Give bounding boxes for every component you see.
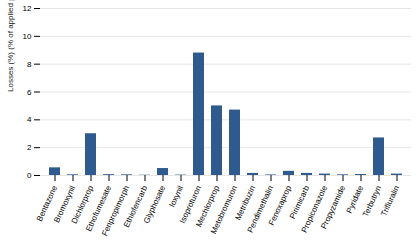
svg-text:Fenpropimorph: Fenpropimorph	[100, 184, 131, 237]
svg-text:Dichlorprop: Dichlorprop	[69, 184, 96, 226]
svg-text:Losses (%) (% of applied pesti: Losses (%) (% of applied pesticide)	[6, 0, 15, 92]
svg-text:Bromoxynil: Bromoxynil	[52, 184, 78, 224]
svg-text:Glyphosate: Glyphosate	[142, 184, 167, 225]
svg-text:4: 4	[27, 115, 32, 124]
svg-text:Mechlorprop: Mechlorprop	[194, 184, 222, 229]
svg-text:Propyzamide: Propyzamide	[319, 184, 347, 231]
svg-text:0: 0	[27, 171, 32, 180]
svg-text:2: 2	[27, 143, 32, 152]
svg-text:8: 8	[27, 60, 32, 69]
svg-text:Isoproturon: Isoproturon	[177, 184, 204, 225]
svg-text:Metribuzin: Metribuzin	[233, 184, 258, 222]
svg-text:Ethiofencarb: Ethiofencarb	[122, 184, 150, 229]
svg-text:Pendimethalin: Pendimethalin	[246, 184, 276, 234]
svg-text:10: 10	[23, 32, 32, 41]
svg-text:Propiconazole: Propiconazole	[299, 184, 330, 235]
svg-text:Bentazone: Bentazone	[34, 184, 60, 223]
svg-text:12: 12	[23, 4, 32, 13]
svg-text:Pyridate: Pyridate	[344, 184, 366, 215]
svg-text:Ethofumesate: Ethofumesate	[84, 184, 114, 233]
svg-text:Ioxynil: Ioxynil	[167, 184, 185, 209]
svg-text:6: 6	[27, 88, 32, 97]
svg-text:Fenoxaprop: Fenoxaprop	[267, 184, 293, 227]
svg-text:Pirimicarb: Pirimicarb	[287, 184, 312, 221]
svg-text:Trifluralin: Trifluralin	[379, 184, 401, 217]
svg-text:Metobromuron: Metobromuron	[209, 184, 239, 235]
svg-text:Terbutryn: Terbutryn	[360, 184, 384, 219]
